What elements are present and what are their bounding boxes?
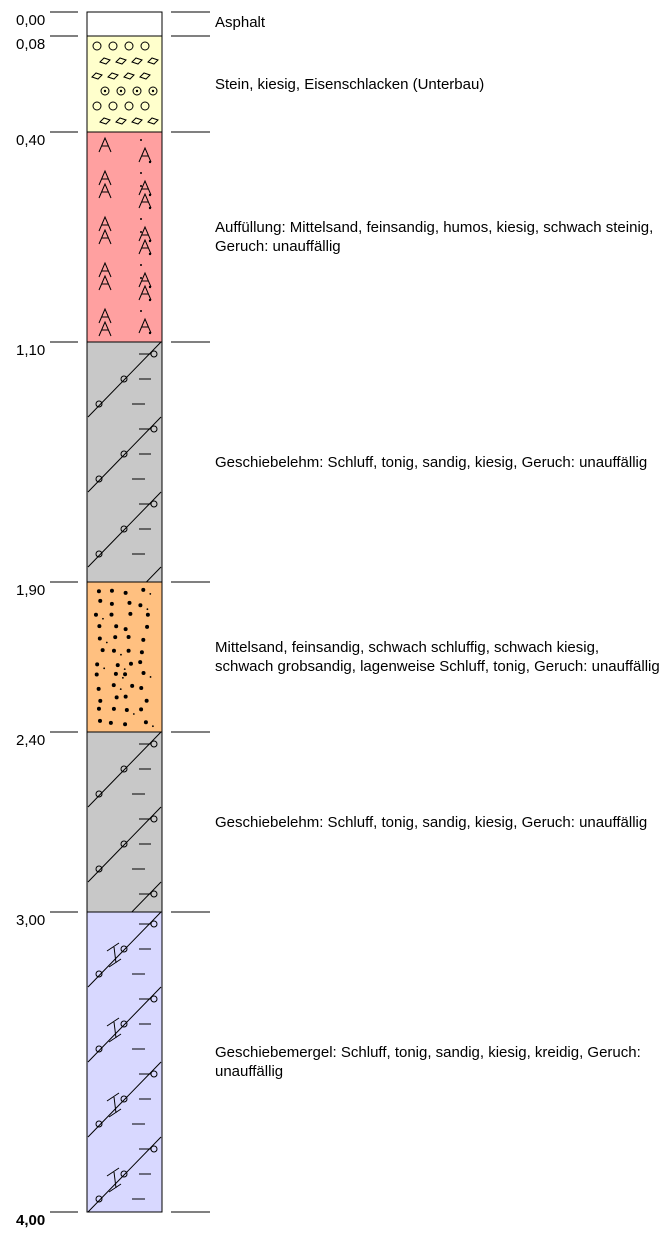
- layer-fill: [86, 731, 163, 913]
- layer-fill: [86, 341, 163, 583]
- layer-pattern: [87, 912, 162, 1212]
- depth-label: 0,40: [16, 132, 46, 149]
- layer-fill: [86, 911, 163, 1213]
- layer-description: Geschiebelehm: Schluff, tonig, sandig, k…: [215, 453, 648, 471]
- layer-pattern: [87, 342, 162, 582]
- depth-label: 1,10: [16, 342, 46, 359]
- final-depth-label: 4,00: [16, 1212, 46, 1229]
- depth-label: 0,00: [16, 12, 46, 29]
- depth-label: 2,40: [16, 732, 46, 749]
- column-frame: [86, 11, 163, 1213]
- depth-label: 1,90: [16, 582, 46, 599]
- layer-description: Auffüllung: Mittelsand, feinsandig, humo…: [215, 219, 654, 255]
- layer-fill: [86, 11, 163, 37]
- layer-pattern: [87, 732, 162, 912]
- depth-label: 3,00: [16, 912, 46, 929]
- layer-description: Mittelsand, feinsandig, schwach schluffi…: [215, 639, 660, 675]
- layer-description: Geschiebemergel: Schluff, tonig, sandig,…: [215, 1044, 641, 1080]
- layer-fills: [86, 11, 163, 1213]
- layer-description: Geschiebelehm: Schluff, tonig, sandig, k…: [215, 813, 648, 831]
- layer-description: Asphalt: [215, 14, 266, 31]
- layer-fill: [86, 35, 163, 133]
- depth-ticks: [50, 11, 210, 1213]
- layer-description: Stein, kiesig, Eisenschlacken (Unterbau): [215, 75, 485, 93]
- layer-pattern: [93, 587, 154, 728]
- layer-pattern: [91, 41, 159, 125]
- layer-patterns: [87, 41, 162, 1212]
- depth-label: 0,08: [16, 36, 46, 53]
- layer-pattern: [98, 136, 152, 337]
- layer-fill: [86, 131, 163, 343]
